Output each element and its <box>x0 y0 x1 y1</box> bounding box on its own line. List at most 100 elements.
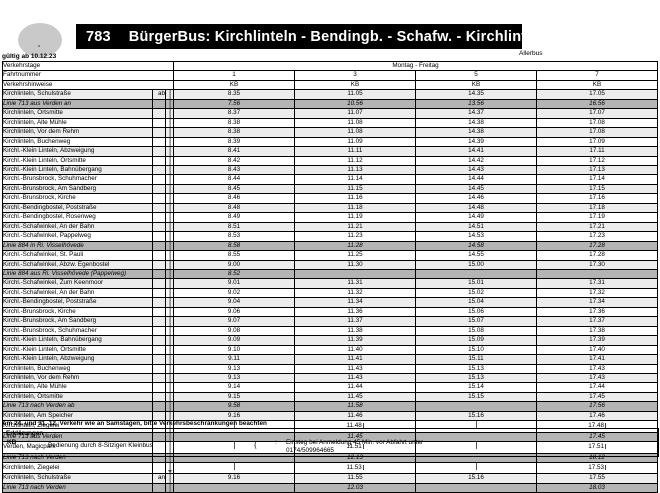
time-cell: 9.13 <box>173 363 295 374</box>
time-value: 14.42 <box>468 156 484 164</box>
time-cell: 17.51 <box>535 441 659 454</box>
arrival-departure-marker <box>152 202 166 214</box>
time-cell: 14.37 <box>415 108 537 119</box>
time-value: 17.08 <box>589 118 605 126</box>
stop-name: Kirchl.-Klein Linteln, Abzweigung <box>2 354 153 365</box>
connection-row: Linie 884 aus Ri. Visselhövede (Pappelwe… <box>2 268 659 280</box>
time-value: 11.39 <box>347 336 363 344</box>
time-value: 17.05 <box>589 90 605 98</box>
time-value: 17.53 <box>588 464 604 472</box>
stop-name: Kirchlinteln, Ortsmitte <box>2 108 153 119</box>
arrival-departure-marker <box>152 127 166 138</box>
arrival-departure-marker <box>152 482 166 493</box>
time-value: 15.07 <box>468 317 484 325</box>
arrival-departure-marker <box>152 221 166 233</box>
time-value: 8.58 <box>227 241 241 249</box>
time-cell: 9.09 <box>173 335 295 346</box>
time-cell: 14.46 <box>415 193 537 204</box>
route-continuation-tick-icon <box>362 444 364 450</box>
time-cell: 11.53 <box>294 462 416 475</box>
time-value: 9.16 <box>227 411 241 419</box>
time-cell <box>415 462 537 475</box>
time-cell: 14.42 <box>415 155 537 167</box>
time-value: 13.56 <box>468 99 484 107</box>
time-cell: 11.08 <box>294 117 416 129</box>
time-cell: 11.58 <box>294 401 416 412</box>
table-row: Kirchlinteln, Schulstraße ab 8.35 11.05 14.3… <box>2 89 659 100</box>
time-value: 17.12 <box>589 156 605 164</box>
legend-brace-line1: Einsteg bei Anmeldung 45 Min. vor Abfahr… <box>286 439 424 446</box>
time-cell: 17.12 <box>535 155 659 167</box>
label-trip-number: Fahrtnummer <box>2 70 174 81</box>
time-value: 17.08 <box>589 128 605 136</box>
table-row: Kirchlinteln, Ziegelei 11.48 17.48 <box>2 420 659 433</box>
legend-brace-colon: : <box>275 439 277 446</box>
time-cell: 11.09 <box>294 136 416 148</box>
time-cell: 11.25 <box>294 250 416 261</box>
day-group-label: Montag - Freitag <box>172 60 659 72</box>
time-cell: 15.14 <box>415 382 537 393</box>
time-value: 11.40 <box>347 345 363 353</box>
connection-row: Linie 713 aus Verden an 7.56 10.56 13.56 16.… <box>2 98 659 110</box>
time-value: 9.58 <box>227 402 241 410</box>
time-value: 8.55 <box>227 251 241 259</box>
route-line-icon <box>165 268 174 280</box>
time-cell: 8.37 <box>173 108 295 119</box>
time-cell: 11.08 <box>294 127 416 138</box>
time-value: 14.53 <box>468 232 484 240</box>
table-row: Kirchl.-Brunsbrock, Schuhmacher 9.08 11.38… <box>2 325 659 337</box>
route-continuation-tick-icon <box>604 444 606 450</box>
arrival-departure-marker <box>152 335 166 346</box>
time-cell: 17.15 <box>535 183 659 195</box>
time-cell: 11.43 <box>294 372 416 384</box>
time-cell: 8.42 <box>173 155 295 167</box>
arrival-departure-marker <box>152 316 166 327</box>
legend-kb-text: Bedienung durch 8-Sitzigen Kleinbus <box>48 442 153 449</box>
route-continuation-tick-icon <box>475 442 477 450</box>
time-value: 14.46 <box>468 194 484 202</box>
table-row: Kirchlinteln, Ortsmitte 9.15 11.45 15.15 17.… <box>2 391 659 403</box>
time-cell: 11.19 <box>294 212 416 223</box>
stop-name: Kirchl.-Brunsbrock, Am Sandberg <box>2 183 153 195</box>
time-value: 17.16 <box>589 194 605 202</box>
legend-title: Erklärungen <box>6 430 44 437</box>
time-value: 9.10 <box>227 345 241 353</box>
route-continuation-tick-icon <box>475 421 477 429</box>
time-value: 11.48 <box>346 422 362 430</box>
time-cell: 8.45 <box>173 183 295 195</box>
stop-name: Kirchl.-Klein Linteln, Abzweigung <box>2 146 153 157</box>
time-value: 9.07 <box>227 317 241 325</box>
time-value: 11.51 <box>346 443 362 451</box>
holiday-note: Am 24. und 31. 12. Verkehr wie an Samsta… <box>2 420 267 427</box>
time-cell: 11.40 <box>294 344 416 356</box>
time-cell: 7.56 <box>173 98 295 110</box>
table-row: Kirchl.-Klein Linteln, Abzweigung 9.11 11.… <box>2 354 659 365</box>
time-cell: 17.05 <box>535 89 659 100</box>
stop-name: Kirchl.-Klein Linteln, Ortsmitte <box>2 155 153 167</box>
time-cell: 11.37 <box>294 316 416 327</box>
time-cell: 14.45 <box>415 183 537 195</box>
time-cell: 17.39 <box>535 335 659 346</box>
stop-name: Kirchlinteln, Alte Mühle <box>2 117 153 129</box>
route-line-icon <box>165 344 174 356</box>
time-cell: 15.10 <box>415 344 537 356</box>
stop-name: Kirchl.-Brunsbrock, Am Sandberg <box>2 316 153 327</box>
time-cell: 11.34 <box>294 297 416 308</box>
time-value: 9.11 <box>228 355 240 363</box>
trip-number-2: 3 <box>294 70 416 81</box>
route-line-icon <box>165 146 174 157</box>
time-cell: 17.38 <box>535 325 659 337</box>
time-cell: 17.43 <box>535 363 659 374</box>
time-cell: 15.09 <box>415 335 537 346</box>
time-value: 11.09 <box>347 137 363 145</box>
arrival-departure-marker <box>152 155 166 167</box>
arrival-departure-marker <box>152 183 166 195</box>
time-cell: 11.12 <box>294 155 416 167</box>
stop-name: Kirchlinteln, Buchenweg <box>2 136 153 148</box>
time-value: 14.37 <box>468 109 484 117</box>
time-cell: 9.13 <box>173 372 295 384</box>
time-cell: 11.43 <box>294 363 416 374</box>
time-value: 11.08 <box>347 118 363 126</box>
time-cell: 11.45 <box>294 391 416 403</box>
time-value: 15.11 <box>468 355 484 363</box>
